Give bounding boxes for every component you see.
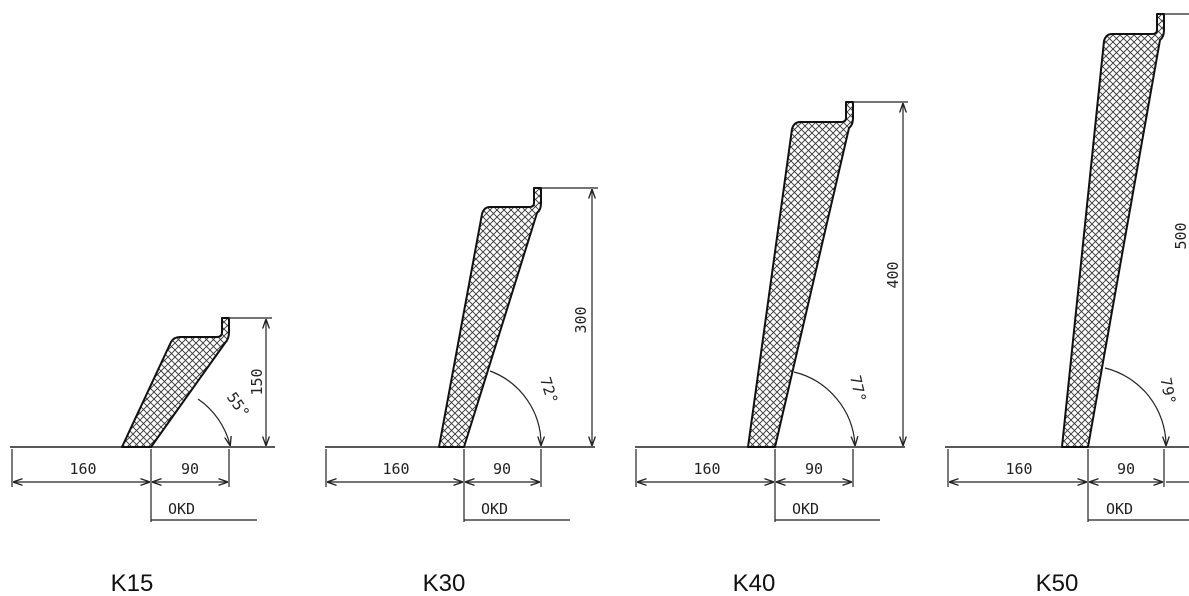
profile-name: K50 — [1036, 570, 1079, 596]
okd-label: OKD — [792, 500, 819, 518]
height-label: 150 — [248, 368, 266, 395]
base-width-label: 160 — [1005, 460, 1032, 478]
base-width-label: 160 — [69, 460, 96, 478]
profile-k30: 300 72° 160 90 OKD K30 — [325, 187, 598, 596]
angle-arc — [1104, 367, 1166, 445]
top-width-label: 90 — [181, 460, 199, 478]
top-width-label: 90 — [1117, 460, 1135, 478]
okd-label: OKD — [168, 500, 195, 518]
profile-shape — [1061, 13, 1165, 448]
profile-name: K15 — [111, 570, 154, 596]
angle-label: 72° — [536, 375, 561, 406]
okd-label: OKD — [1106, 500, 1133, 518]
okd-label: OKD — [481, 500, 508, 518]
profile-k15: 150 55° 160 90 OKD K15 — [10, 317, 275, 596]
height-label: 500 — [1172, 222, 1189, 249]
angle-label: 77° — [846, 374, 870, 404]
profile-name: K40 — [733, 570, 776, 596]
top-width-label: 90 — [805, 460, 823, 478]
profile-shape — [121, 317, 230, 448]
profile-shape — [438, 187, 542, 448]
angle-arc — [793, 371, 855, 445]
height-label: 300 — [572, 306, 590, 333]
base-width-label: 160 — [382, 460, 409, 478]
angle-arc — [197, 398, 230, 445]
angle-label: 79° — [1156, 376, 1179, 406]
base-width-label: 160 — [693, 460, 720, 478]
profile-shape — [747, 101, 854, 448]
angle-arc — [489, 370, 541, 445]
top-width-label: 90 — [493, 460, 511, 478]
height-label: 400 — [884, 261, 902, 288]
profile-k50: 500 79° 160 90 OKD K50 — [945, 13, 1189, 596]
profile-name: K30 — [423, 570, 466, 596]
profile-k40: 400 77° 160 90 OKD K40 — [635, 101, 908, 596]
